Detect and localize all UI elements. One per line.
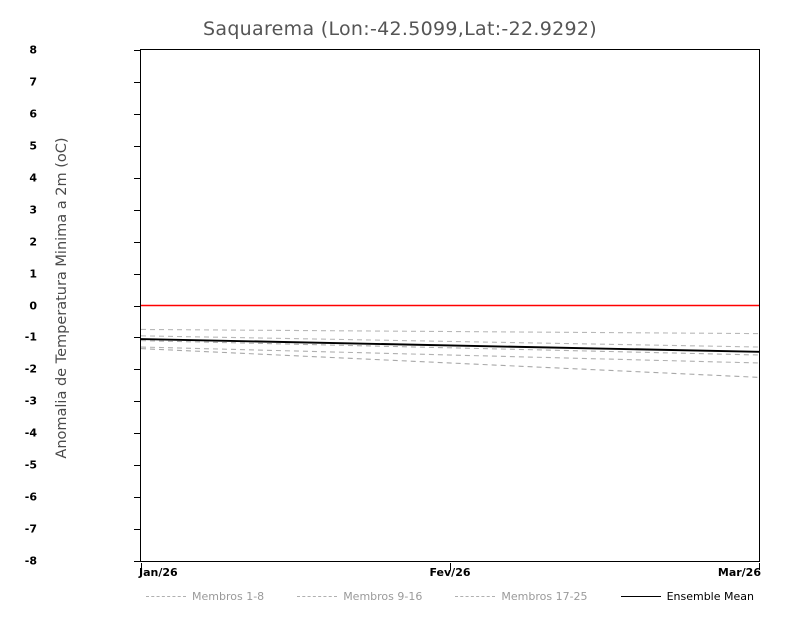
y-tick-mark	[134, 561, 141, 562]
y-tick-mark	[134, 81, 141, 83]
y-tick-mark	[134, 529, 141, 531]
x-tick-label: Jan/26	[139, 566, 178, 579]
y-tick-mark	[134, 209, 141, 211]
y-tick-label: 6	[29, 107, 37, 121]
y-tick-label: -2	[24, 362, 37, 376]
x-tick-label: Fev/26	[429, 566, 471, 579]
y-tick-mark	[134, 145, 141, 147]
y-tick-label: 2	[29, 235, 37, 249]
series-line	[141, 346, 759, 364]
y-tick-mark	[134, 177, 141, 179]
plot-area	[140, 49, 760, 562]
y-tick-mark	[134, 465, 141, 467]
y-tick-label: 8	[29, 43, 37, 57]
y-tick-mark	[134, 113, 141, 115]
legend-swatch-icon	[455, 595, 496, 597]
y-tick-mark	[134, 241, 141, 243]
x-tick-mark	[141, 563, 142, 570]
y-tick-label: 4	[29, 171, 37, 185]
legend-swatch-icon	[146, 595, 186, 597]
x-tick-mark	[450, 563, 451, 570]
legend-item: Membros 9-16	[297, 590, 422, 603]
legend-swatch-icon	[620, 595, 661, 597]
y-tick-mark	[134, 337, 141, 339]
y-tick-mark	[134, 433, 141, 435]
x-tick-label: Mar/26	[717, 566, 761, 579]
chart-legend: Membros 1-8 Membros 9-16 Membros 17-25 Ense…	[140, 586, 760, 606]
series-line	[141, 335, 759, 348]
series-line	[141, 338, 759, 353]
y-tick-mark	[134, 273, 141, 275]
y-tick-label: -6	[24, 490, 37, 504]
chart-title: Saquarema (Lon:-42.5099,Lat:-22.9292)	[203, 18, 597, 40]
legend-item: Membros 1-8	[146, 590, 264, 603]
y-tick-label: -4	[24, 426, 37, 440]
y-tick-mark	[134, 369, 141, 371]
series-line	[141, 340, 759, 356]
y-tick-label: -3	[24, 394, 37, 408]
y-tick-label: -8	[24, 554, 37, 568]
series-line	[141, 348, 759, 378]
legend-label: Membros 9-16	[343, 589, 423, 603]
legend-item: Membros 17-25	[455, 589, 588, 603]
legend-label: Membros 17-25	[501, 589, 588, 603]
y-tick-label: 1	[29, 267, 37, 281]
legend-swatch-icon	[297, 595, 338, 597]
y-tick-label: 3	[29, 203, 37, 217]
y-tick-mark	[134, 401, 141, 403]
series-group	[141, 304, 759, 378]
y-tick-label: 0	[29, 299, 37, 312]
series-line	[141, 328, 759, 335]
y-tick-mark	[134, 50, 141, 51]
y-tick-label: -7	[24, 522, 37, 536]
y-tick-label: 5	[29, 139, 37, 153]
y-axis-label: Anomalia de Temperatura Minima a 2m (oC)	[54, 137, 70, 459]
y-tick-label: -1	[24, 330, 37, 344]
y-tick-label: 7	[29, 75, 37, 89]
x-tick-mark	[759, 563, 760, 570]
y-tick-mark	[134, 497, 141, 499]
y-tick-label: -5	[24, 458, 37, 472]
legend-label: Ensemble Mean	[666, 589, 754, 603]
y-tick-mark	[134, 305, 141, 307]
legend-label: Membros 1-8	[192, 589, 265, 603]
legend-item: Ensemble Mean	[620, 589, 754, 603]
